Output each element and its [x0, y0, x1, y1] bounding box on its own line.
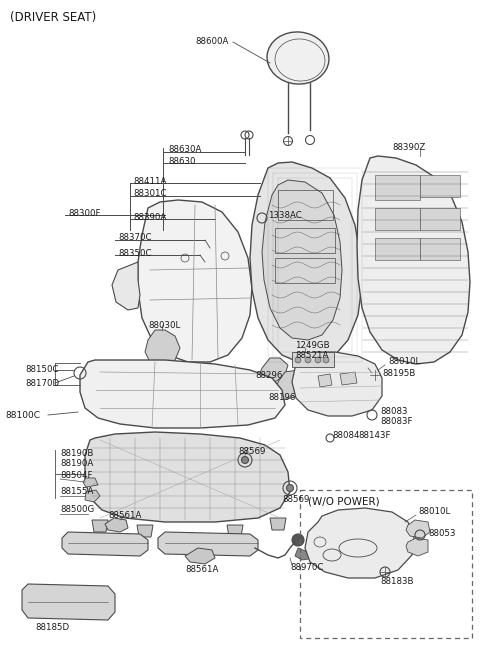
Bar [275, 228, 335, 253]
Text: 88390A: 88390A [133, 213, 166, 222]
Bar [375, 238, 420, 260]
Text: 88190B: 88190B [60, 448, 94, 457]
Bar [375, 208, 420, 230]
Text: (DRIVER SEAT): (DRIVER SEAT) [10, 11, 96, 24]
Circle shape [315, 357, 321, 363]
Text: 88010L: 88010L [418, 508, 450, 516]
Text: 88600A: 88600A [195, 38, 228, 46]
Text: 88143F: 88143F [358, 430, 391, 440]
Text: 88190A: 88190A [60, 459, 93, 467]
Text: 88183B: 88183B [380, 577, 413, 587]
Text: 88630: 88630 [168, 156, 195, 166]
Polygon shape [406, 538, 428, 556]
Polygon shape [318, 374, 332, 387]
Polygon shape [83, 478, 98, 487]
Bar [375, 175, 420, 200]
Polygon shape [292, 352, 382, 416]
Text: 88521A: 88521A [295, 350, 328, 359]
Text: 88296: 88296 [255, 371, 282, 379]
Text: 88300F: 88300F [68, 209, 100, 218]
Polygon shape [137, 525, 153, 537]
Polygon shape [92, 520, 108, 532]
Text: 88083: 88083 [380, 408, 408, 416]
Text: 88170D: 88170D [25, 379, 59, 387]
Text: 88390Z: 88390Z [392, 144, 425, 152]
Polygon shape [105, 518, 128, 532]
Text: 88569: 88569 [282, 495, 310, 504]
Text: 88301C: 88301C [133, 189, 167, 199]
Circle shape [323, 357, 329, 363]
Bar [292, 352, 334, 367]
Polygon shape [357, 156, 470, 364]
Text: 88504F: 88504F [60, 471, 93, 479]
Polygon shape [270, 518, 286, 530]
Polygon shape [158, 532, 258, 556]
Text: 88084: 88084 [332, 430, 360, 440]
Text: 88569: 88569 [238, 448, 265, 457]
Polygon shape [262, 180, 342, 340]
Polygon shape [250, 162, 362, 362]
Polygon shape [145, 330, 180, 365]
Text: (W/O POWER): (W/O POWER) [308, 497, 380, 507]
Text: 88196: 88196 [268, 393, 295, 402]
Bar [420, 208, 460, 230]
Text: 88630A: 88630A [168, 146, 202, 154]
Circle shape [295, 357, 301, 363]
Text: 88150C: 88150C [25, 365, 59, 375]
Text: 88010L: 88010L [388, 357, 420, 367]
Polygon shape [340, 372, 357, 385]
Polygon shape [85, 432, 290, 522]
Bar [278, 190, 333, 220]
Text: 88970C: 88970C [290, 563, 324, 573]
Circle shape [305, 357, 311, 363]
Polygon shape [305, 508, 414, 578]
Text: 88100C: 88100C [5, 410, 40, 420]
Text: 88350C: 88350C [118, 248, 152, 258]
Text: 88185D: 88185D [35, 624, 69, 632]
Circle shape [287, 485, 293, 491]
Text: 88083F: 88083F [380, 418, 412, 426]
Text: 88053: 88053 [428, 528, 456, 538]
Bar [420, 238, 460, 260]
Polygon shape [295, 548, 318, 560]
Text: 88195B: 88195B [382, 369, 415, 377]
Polygon shape [62, 532, 148, 556]
Text: 88411A: 88411A [133, 177, 167, 185]
Polygon shape [80, 360, 285, 428]
Text: 88561A: 88561A [108, 512, 142, 520]
Text: 88370C: 88370C [118, 234, 152, 242]
Text: 88155A: 88155A [60, 487, 94, 496]
Text: 1249GB: 1249GB [295, 340, 330, 350]
Text: 88500G: 88500G [60, 506, 94, 514]
Polygon shape [406, 520, 430, 538]
Polygon shape [22, 584, 115, 620]
Text: 88561A: 88561A [185, 565, 218, 575]
Ellipse shape [267, 32, 329, 84]
Polygon shape [185, 548, 215, 564]
Circle shape [292, 534, 304, 546]
Bar [420, 175, 460, 197]
Bar [275, 258, 335, 283]
Polygon shape [258, 358, 288, 385]
Polygon shape [138, 200, 252, 362]
Polygon shape [227, 525, 243, 537]
Polygon shape [112, 262, 140, 310]
Circle shape [241, 457, 249, 463]
Polygon shape [275, 370, 308, 400]
Text: 88030L: 88030L [148, 320, 180, 330]
Polygon shape [85, 490, 100, 502]
Text: 1338AC: 1338AC [268, 211, 302, 220]
